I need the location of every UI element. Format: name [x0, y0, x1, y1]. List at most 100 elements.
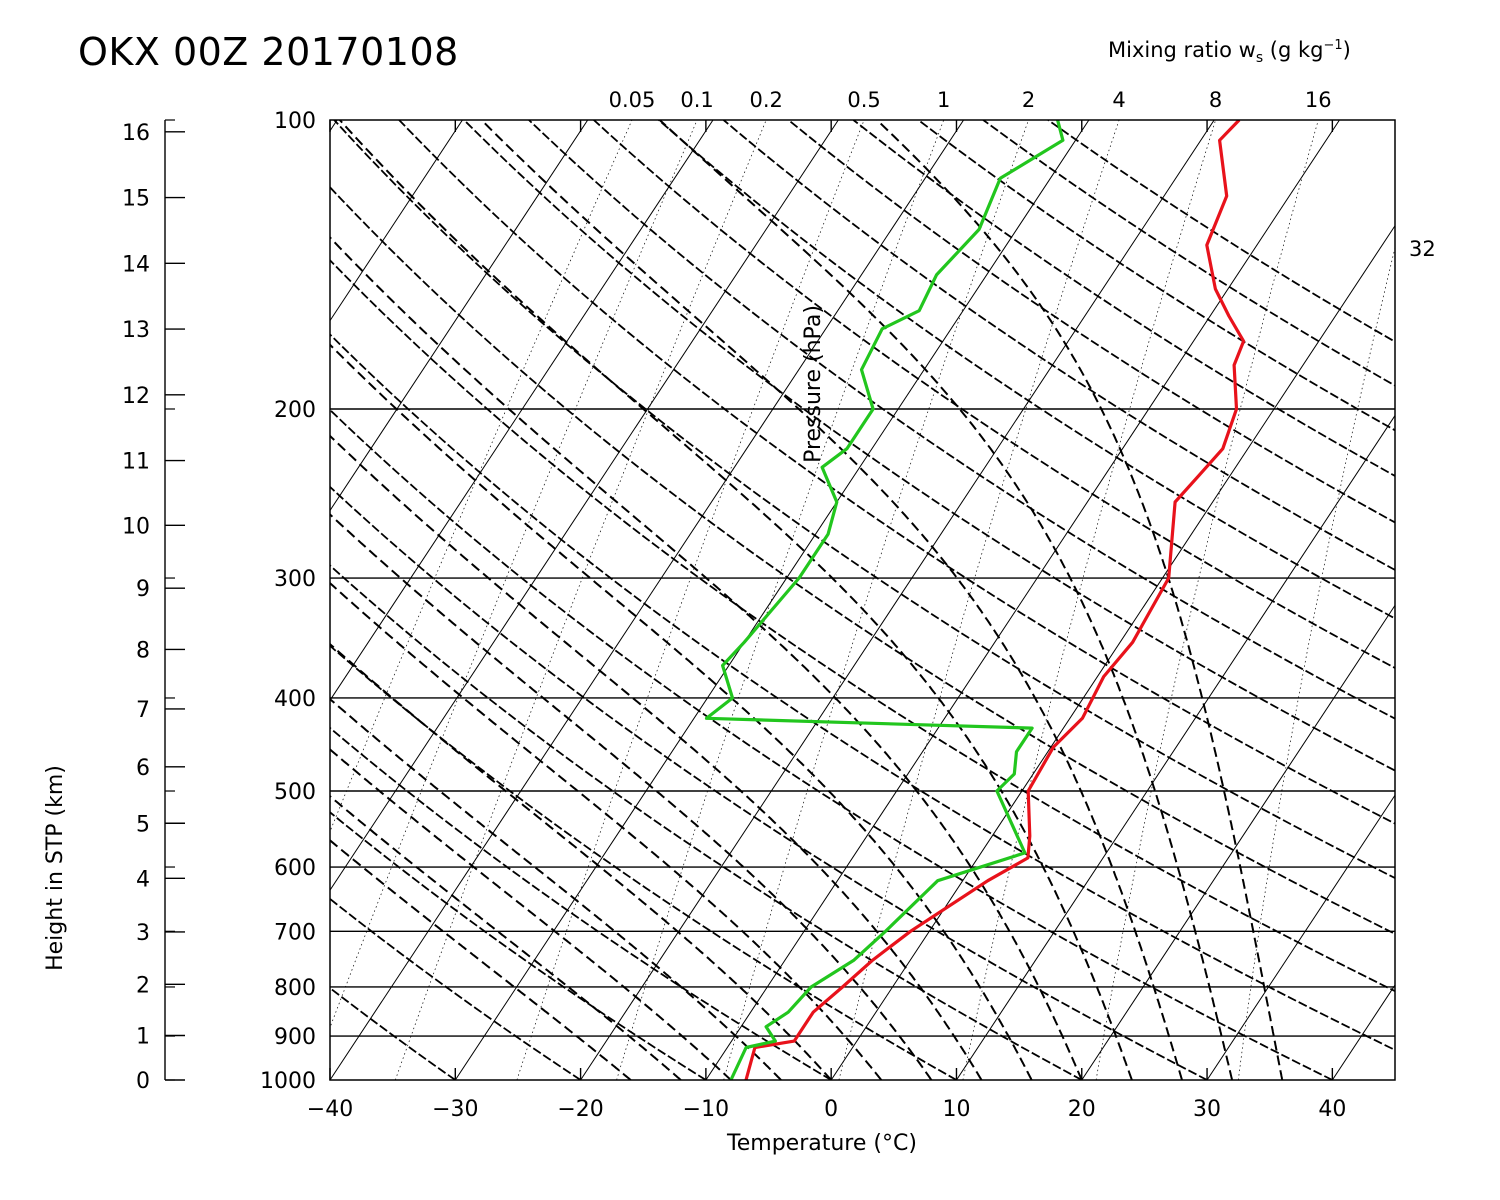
x-tick-label: 10 — [942, 1097, 970, 1122]
x-tick-label: −30 — [432, 1097, 478, 1122]
isotherm-line — [1458, 120, 1500, 1080]
x-tick-label: −20 — [557, 1097, 603, 1122]
moist-adiabat — [330, 642, 832, 1080]
mixing-ratio-line — [394, 120, 767, 1080]
y-axis-label-height: Height in STP (km) — [43, 765, 68, 971]
isotherm-line — [705, 120, 1340, 1080]
moist-adiabat — [330, 236, 1083, 1080]
x-tick-label: 0 — [824, 1097, 838, 1122]
moist-adiabat — [659, 120, 1234, 1080]
height-tick-label: 12 — [122, 384, 150, 409]
temperature-profile-line — [744, 120, 1246, 1080]
height-tick-label: 0 — [136, 1069, 150, 1094]
mixing-ratio-tick-label: 0.5 — [847, 88, 880, 112]
height-tick-label: 9 — [136, 577, 150, 602]
pressure-tick-label: 600 — [274, 856, 316, 881]
dry-adiabat — [333, 120, 1395, 880]
moist-adiabat — [330, 343, 1033, 1080]
x-axis-label: Temperature (°C) — [726, 1131, 917, 1156]
mixing-ratio-line — [330, 120, 633, 833]
dry-adiabat — [330, 726, 832, 1080]
dry-adiabat — [723, 120, 1395, 571]
dry-adiabat — [330, 644, 957, 1080]
pressure-tick-label: 800 — [274, 976, 316, 1001]
x-tick-label: −10 — [683, 1097, 729, 1122]
moist-adiabat — [330, 839, 632, 1080]
height-tick-label: 4 — [136, 867, 150, 892]
pressure-tick-label: 200 — [274, 398, 316, 423]
pressure-tick-label: 700 — [274, 920, 316, 945]
mixing-ratio-tick-label: 2 — [1022, 88, 1035, 112]
dry-adiabat — [528, 120, 1395, 720]
height-tick-label: 16 — [122, 121, 150, 146]
moist-adiabat — [339, 120, 1133, 1080]
dry-adiabat — [398, 120, 1395, 825]
pressure-tick-label: 900 — [274, 1025, 316, 1050]
dry-adiabat — [593, 120, 1395, 669]
moist-adiabat — [330, 513, 933, 1080]
height-tick-label: 14 — [122, 252, 150, 277]
dry-adiabat — [982, 120, 1395, 387]
isotherm-line — [454, 120, 1090, 1080]
mixing-ratio-line — [723, 120, 1029, 1080]
pressure-tick-label: 100 — [274, 109, 316, 134]
height-tick-label: 3 — [136, 921, 150, 946]
x-tick-label: −40 — [307, 1097, 353, 1122]
isotherm-line — [330, 120, 965, 1080]
isotherm-line — [330, 120, 589, 512]
moist-adiabat — [330, 697, 782, 1080]
mixing-ratio-tick-label: 0.2 — [749, 88, 782, 112]
isotherm-line — [330, 120, 714, 702]
dry-adiabat — [330, 986, 456, 1080]
mixing-ratio-tick-label: 8 — [1209, 88, 1222, 112]
mixing-ratio-line — [1095, 120, 1319, 1080]
pressure-tick-label: 1000 — [260, 1069, 316, 1094]
pressure-tick-label: 500 — [274, 780, 316, 805]
height-tick-label: 13 — [122, 318, 150, 343]
moist-adiabat — [480, 120, 1183, 1080]
background-lines — [330, 120, 1500, 1080]
mixing-ratio-tick-label: 1 — [937, 88, 950, 112]
isotherm-line — [1331, 984, 1395, 1080]
height-tick-label: 8 — [136, 638, 150, 663]
pressure-tick-label: 400 — [274, 687, 316, 712]
moist-adiabat — [330, 434, 983, 1080]
dry-adiabat — [330, 333, 1395, 1051]
moist-adiabat — [876, 120, 1284, 1080]
mixing-ratio-axis-label: Mixing ratio ws (g kg−1) — [1108, 38, 1351, 67]
dry-adiabat — [330, 564, 1083, 1080]
height-tick-label: 15 — [122, 187, 150, 212]
dry-adiabat — [330, 408, 1333, 1080]
isotherm-line — [330, 120, 839, 892]
height-tick-label: 7 — [136, 698, 150, 723]
mixing-ratio-line — [616, 120, 945, 1080]
height-tick-label: 1 — [136, 1025, 150, 1050]
mixing-ratio-line — [1237, 246, 1395, 1080]
x-tick-label: 20 — [1068, 1097, 1096, 1122]
mixing-ratio-line — [330, 120, 698, 1029]
mixing-ratio-tick-label: 4 — [1112, 88, 1125, 112]
isotherm-line — [1206, 794, 1395, 1080]
x-tick-label: 40 — [1318, 1097, 1346, 1122]
height-tick-label: 2 — [136, 973, 150, 998]
moist-adiabat — [330, 794, 682, 1080]
profile-series — [704, 120, 1246, 1080]
mixing-ratio-tick-label: 0.05 — [609, 88, 656, 112]
isotherm-line — [330, 120, 463, 322]
height-tick-label: 5 — [136, 812, 150, 837]
dry-adiabat — [1047, 120, 1395, 343]
height-tick-label: 6 — [136, 756, 150, 781]
dry-adiabat — [330, 485, 1208, 1080]
mixing-ratio-tick-label: 32 — [1409, 237, 1436, 261]
dewpoint-profile-line — [704, 120, 1065, 1080]
height-tick-label: 11 — [122, 450, 150, 475]
moist-adiabat — [330, 748, 732, 1080]
isotherm-line — [580, 120, 1215, 1080]
isotherm-line — [1081, 604, 1395, 1080]
dry-adiabat — [330, 811, 707, 1080]
dry-adiabat — [658, 120, 1395, 620]
y-axis-label-pressure: Pressure (hPa) — [801, 305, 826, 463]
mixing-ratio-tick-label: 0.1 — [680, 88, 713, 112]
